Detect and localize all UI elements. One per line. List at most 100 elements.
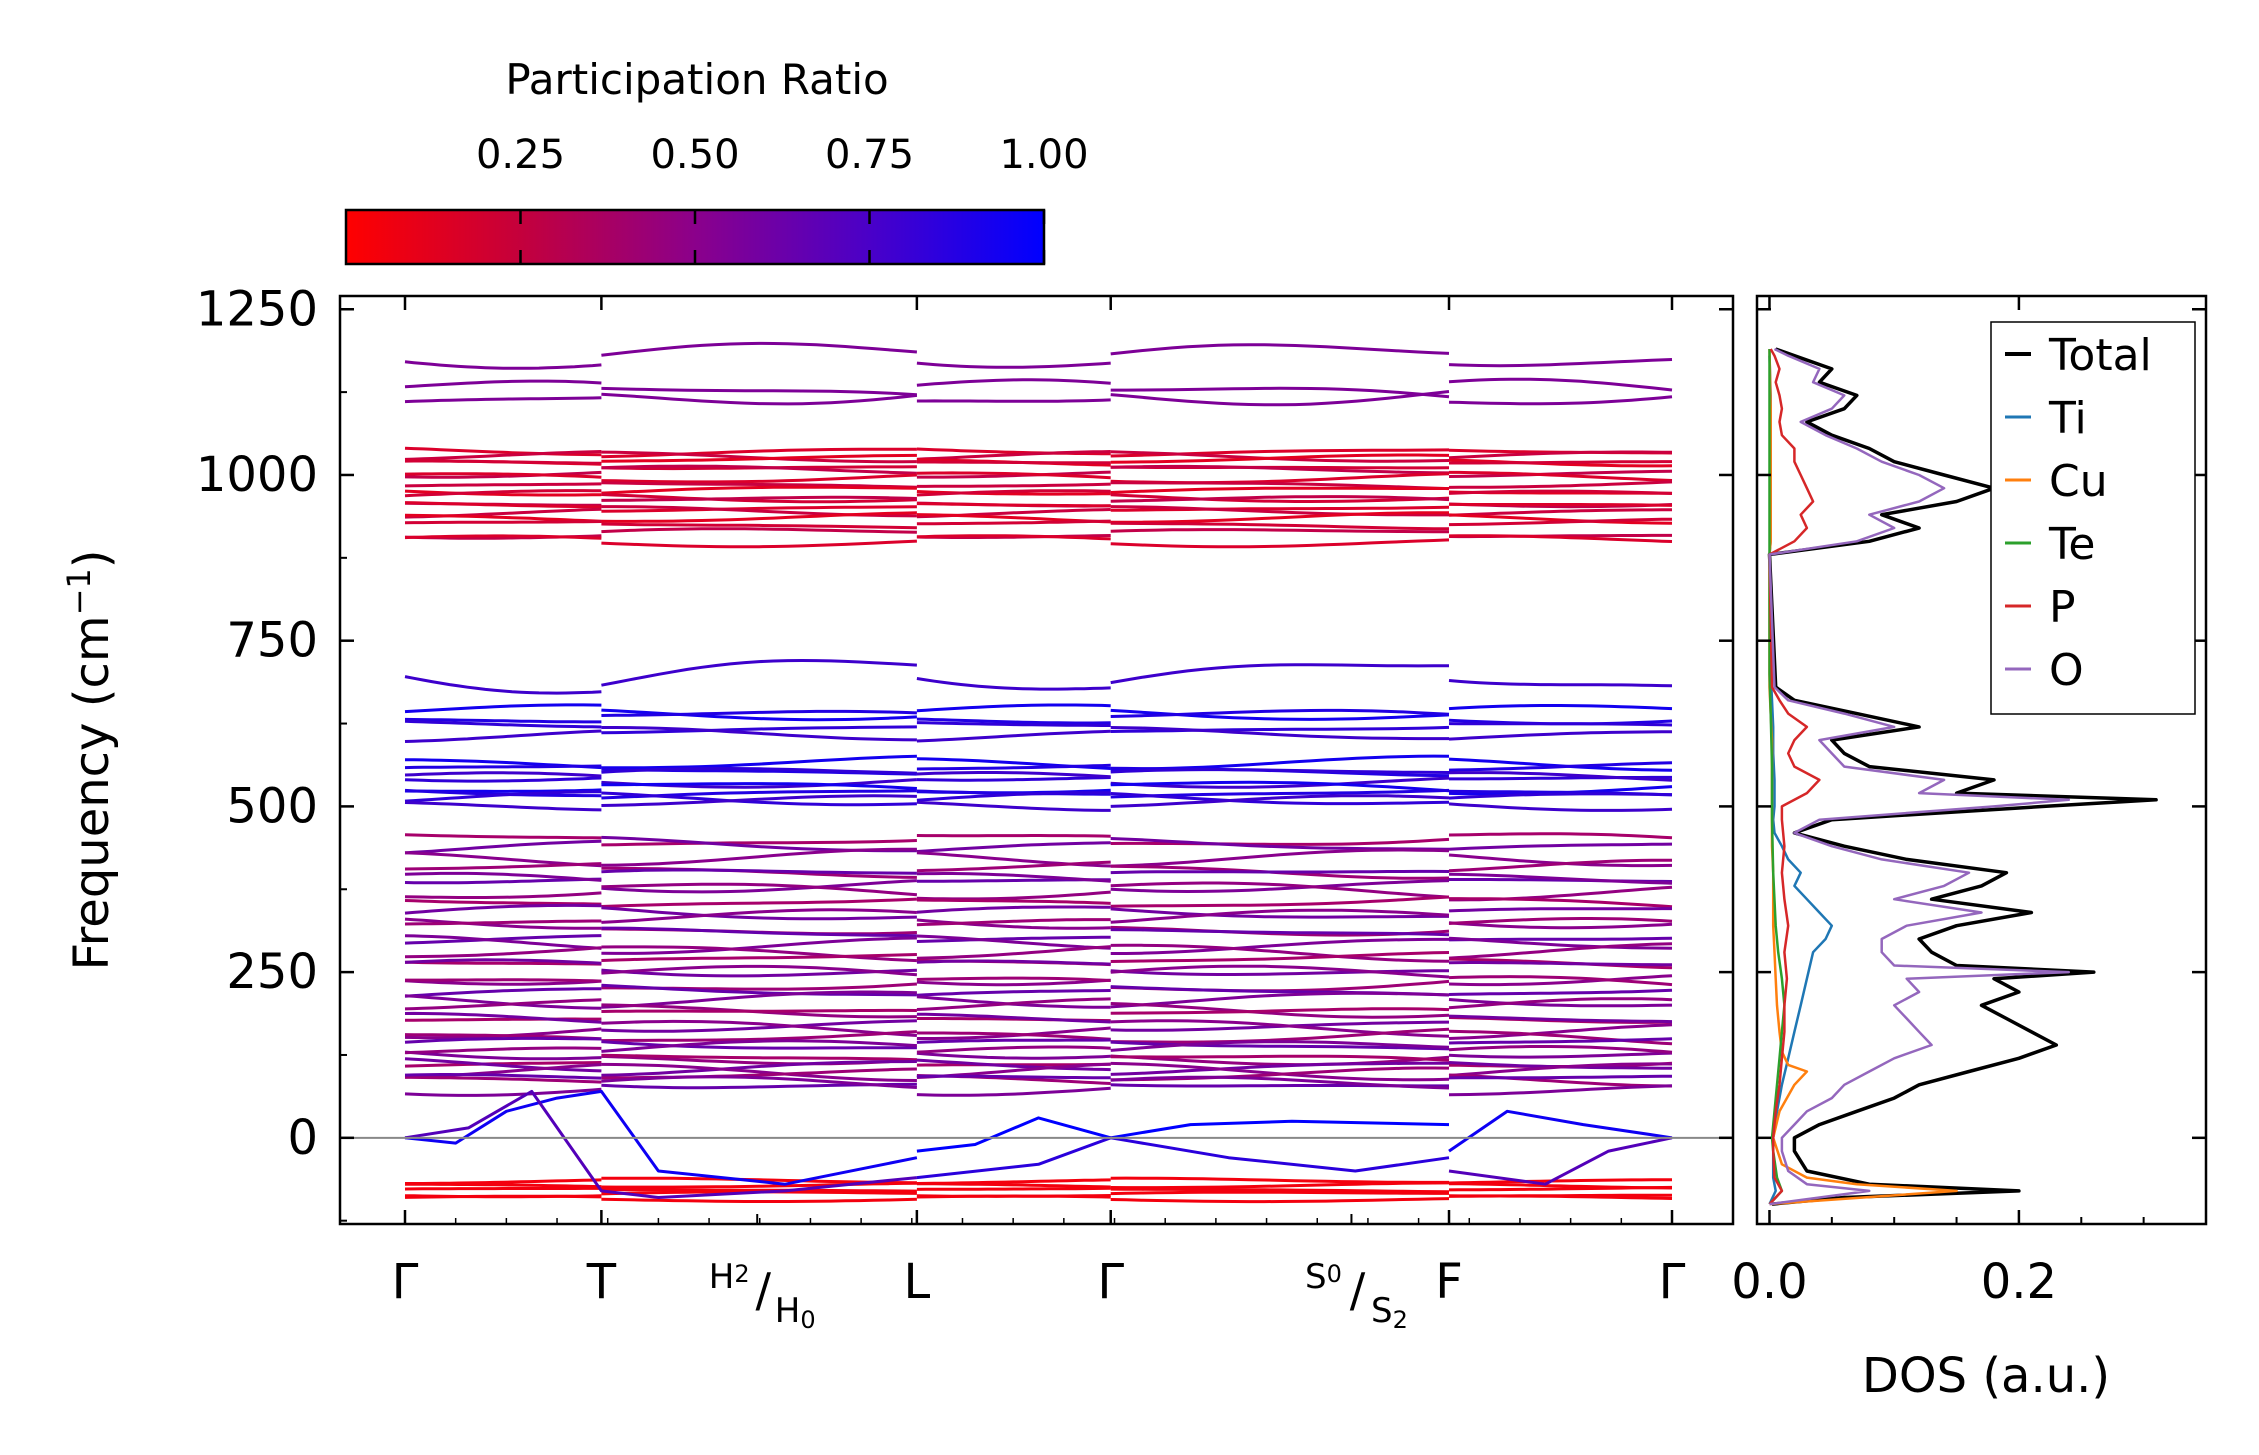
- band-line-high: [601, 539, 917, 549]
- band-line-lower: [1110, 1040, 1450, 1051]
- band-line-high: [1110, 343, 1450, 356]
- band-line-upper: [601, 794, 917, 807]
- band-line-lower: [1110, 964, 1450, 979]
- band-line-lower: [601, 926, 917, 938]
- x-split-label-bottom: H0: [775, 1291, 816, 1334]
- band-line-lower: [1448, 1045, 1673, 1054]
- band-line-upper: [601, 791, 917, 807]
- band-line-lower: [404, 877, 602, 885]
- band-line-high: [601, 473, 917, 484]
- band-line-acoustic: [1448, 1109, 1673, 1153]
- band-line-high: [1110, 481, 1450, 491]
- colorbar-tick-label: 0.75: [825, 132, 914, 178]
- band-line-high: [1110, 464, 1450, 475]
- band-line-high: [404, 489, 602, 497]
- dos-legend: Total Ti Cu Te PO: [1990, 321, 2196, 715]
- band-line-upper: [916, 677, 1111, 691]
- band-line-high: [1448, 469, 1673, 478]
- band-line-upper: [916, 800, 1111, 812]
- y-tick-label: 250: [226, 944, 318, 1000]
- band-line-high: [916, 482, 1111, 488]
- x-split-slash: /: [755, 1263, 771, 1317]
- band-line-negative: [1110, 1187, 1450, 1194]
- band-line-upper: [1448, 679, 1673, 688]
- band-line-high: [1110, 486, 1449, 494]
- band-line-lower: [404, 1036, 602, 1044]
- band-line-high: [404, 379, 602, 389]
- band-line-high: [1110, 521, 1450, 531]
- y-tick-label: 1250: [196, 281, 318, 337]
- band-line-high: [601, 505, 917, 513]
- band-line-lower: [404, 1075, 602, 1084]
- band-line-lower: [916, 959, 1111, 966]
- band-line-lower: [404, 833, 602, 840]
- band-line-lower: [916, 976, 1111, 982]
- band-line-lower: [601, 953, 917, 962]
- band-line-upper: [916, 776, 1111, 782]
- band-line-lower: [1449, 897, 1673, 909]
- band-line-high: [1110, 386, 1450, 399]
- band-line-upper: [601, 709, 917, 717]
- band-line-high: [1110, 505, 1449, 517]
- legend-label: P: [2049, 582, 2076, 633]
- band-line-lower: [1110, 895, 1450, 908]
- colorbar-title: Participation Ratio: [505, 55, 888, 104]
- band-line-high: [404, 534, 602, 540]
- colorbar: Participation Ratio 0.25 0.50 0.75 1.00: [344, 55, 1089, 266]
- band-line-negative: [1110, 1181, 1450, 1190]
- band-line-high: [1110, 528, 1449, 534]
- band-line-high: [1449, 502, 1673, 507]
- band-line-lower: [1448, 1062, 1673, 1078]
- band-line-lower: [1110, 969, 1450, 976]
- band-line-lower: [601, 1053, 917, 1062]
- band-line-negative: [405, 1182, 602, 1189]
- band-line-upper: [404, 764, 602, 770]
- band-line-lower: [1448, 974, 1673, 987]
- x-tick-label: Γ: [392, 1254, 419, 1310]
- band-line-high: [1448, 377, 1673, 392]
- band-line-high: [601, 481, 917, 489]
- y-tick-label: 750: [226, 613, 318, 669]
- band-line-high: [1448, 489, 1673, 495]
- band-line-high: [916, 450, 1111, 461]
- band-line-negative: [1448, 1185, 1673, 1192]
- band-line-lower: [601, 1030, 917, 1043]
- band-line-high: [916, 519, 1111, 526]
- band-line-lower: [404, 1073, 602, 1080]
- band-line-high: [1448, 534, 1673, 543]
- band-line-lower: [1448, 1084, 1673, 1097]
- dos-axes-frame: [1755, 294, 2208, 1226]
- band-line-high: [404, 450, 602, 461]
- band-line-lower: [601, 906, 917, 921]
- band-line-lower: [601, 1019, 917, 1037]
- band-line-lower: [1110, 991, 1450, 1009]
- band-line-lower: [601, 1039, 917, 1053]
- legend-label: O: [2049, 645, 2084, 696]
- band-line-lower: [404, 934, 602, 945]
- band-line-lower: [601, 897, 917, 908]
- band-line-lower: [404, 987, 602, 998]
- band-line-lower: [1448, 975, 1673, 987]
- band-line-high: [1448, 508, 1672, 517]
- band-line-high: [404, 520, 602, 525]
- band-line-lower: [1110, 1002, 1450, 1019]
- band-line-high: [1448, 395, 1673, 406]
- band-line-upper: [404, 719, 602, 729]
- band-line-upper: [1448, 722, 1673, 727]
- band-line-lower: [1448, 842, 1673, 851]
- band-line-lower: [1448, 988, 1673, 996]
- band-line-lower: [916, 1045, 1111, 1054]
- band-line-high: [1449, 460, 1672, 465]
- band-line-high: [601, 447, 917, 459]
- band-line-high: [404, 513, 602, 523]
- band-line-high: [404, 360, 602, 370]
- band-line-lower: [601, 1060, 917, 1077]
- band-y-axis: 0 250 500 750 1000 1250: [196, 281, 1733, 1222]
- band-line-lower: [1448, 1051, 1673, 1059]
- band-line-upper: [601, 725, 917, 735]
- band-line-lower: [1448, 832, 1673, 840]
- band-line-lower: [1448, 997, 1673, 1010]
- band-line-upper: [601, 726, 917, 742]
